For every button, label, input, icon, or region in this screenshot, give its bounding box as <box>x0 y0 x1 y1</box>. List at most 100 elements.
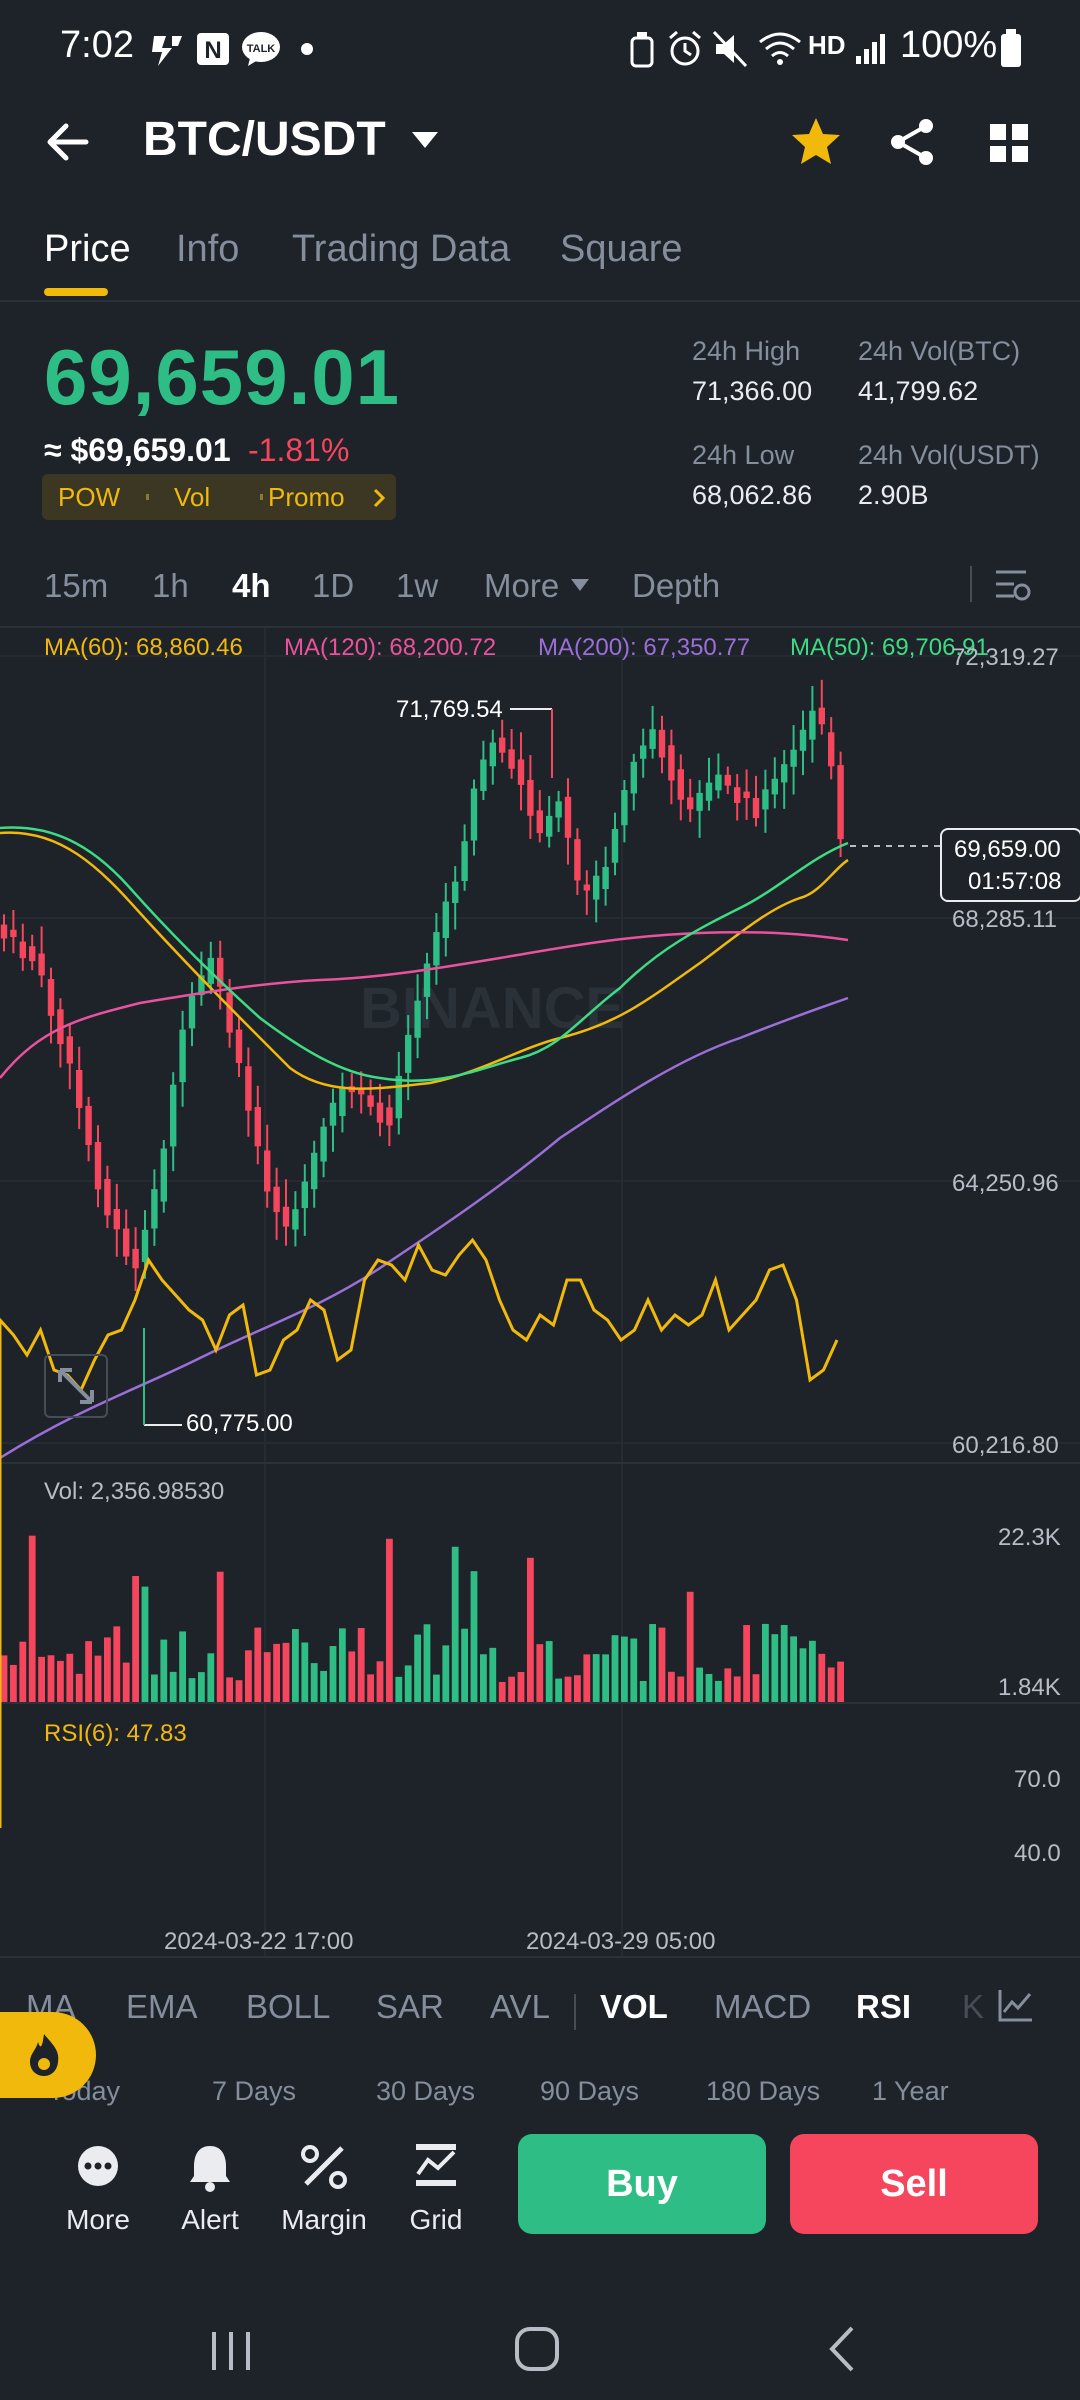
candle <box>781 764 788 783</box>
indicator-vol[interactable]: VOL <box>600 1988 668 2025</box>
candle <box>76 1069 83 1109</box>
volume-bar <box>320 1670 327 1702</box>
candle <box>743 791 750 799</box>
rsi-line <box>0 1237 839 1828</box>
volume-bar <box>179 1631 186 1702</box>
volume-bar <box>489 1647 497 1702</box>
candle <box>85 1105 92 1146</box>
rsi-line-path <box>0 1237 839 1828</box>
indicator-settings-icon[interactable] <box>996 1986 1036 2026</box>
volume-bar <box>75 1673 83 1702</box>
chart-grid <box>0 628 1080 1958</box>
ma-lines <box>0 826 849 1460</box>
candle <box>762 789 769 810</box>
interval-more[interactable]: More <box>484 567 560 604</box>
interval-15m[interactable]: 15m <box>44 567 109 604</box>
volume-bar <box>10 1664 17 1702</box>
interval-1w[interactable]: 1w <box>396 567 439 604</box>
price-chart[interactable]: BINANCE <box>0 628 1080 1958</box>
battery-percent: 100% <box>900 24 998 66</box>
interval-depth[interactable]: Depth <box>632 567 721 604</box>
divider <box>0 1956 1080 1958</box>
volume-axis-label: 22.3K <box>998 1524 1061 1551</box>
candle <box>226 992 233 1033</box>
fullscreen-button[interactable] <box>44 1354 108 1418</box>
indicator-ema[interactable]: EMA <box>126 1988 198 2025</box>
back-nav-icon[interactable] <box>818 2324 868 2374</box>
interval-1d[interactable]: 1D <box>312 567 355 604</box>
layout-grid-icon[interactable] <box>980 112 1040 172</box>
range-1-year[interactable]: 1 Year <box>872 2076 949 2106</box>
range-180-days[interactable]: 180 Days <box>706 2076 821 2106</box>
grid-action[interactable]: Grid <box>386 2140 486 2235</box>
tag-promo[interactable]: Promo <box>268 482 345 512</box>
home-icon[interactable] <box>512 2324 562 2374</box>
candle <box>113 1209 120 1230</box>
range-7-days[interactable]: 7 Days <box>212 2076 297 2106</box>
bottle-icon <box>630 32 654 68</box>
tab-square[interactable]: Square <box>560 228 683 270</box>
volume-axis-label: 1.84K <box>998 1674 1061 1701</box>
candle <box>273 1186 280 1213</box>
candle <box>564 796 572 838</box>
volume-bar <box>592 1654 600 1702</box>
candle <box>188 995 196 1029</box>
volume-bar <box>57 1660 64 1702</box>
candle <box>574 839 581 881</box>
sell-button[interactable]: Sell <box>790 2134 1038 2234</box>
indicator-avl[interactable]: AVL <box>490 1988 550 2025</box>
recents-icon[interactable] <box>206 2326 256 2376</box>
indicator-kdj[interactable]: K <box>962 1988 985 2025</box>
volume-bar <box>668 1671 675 1702</box>
volume-bar <box>799 1648 807 1702</box>
volume-bar <box>113 1626 121 1702</box>
tab-price[interactable]: Price <box>44 228 131 270</box>
volume-bar <box>301 1642 309 1702</box>
volume-bar <box>583 1654 591 1702</box>
dot-icon <box>301 43 313 55</box>
candle <box>734 787 741 803</box>
buy-button[interactable]: Buy <box>518 2134 766 2234</box>
candle <box>790 749 797 767</box>
margin-action[interactable]: Margin <box>274 2140 374 2235</box>
ma120-legend: MA(120): 68,200.72 <box>284 634 497 661</box>
more-dropdown-icon[interactable] <box>570 578 590 592</box>
tab-trading-data[interactable]: Trading Data <box>292 228 511 270</box>
interval-4h[interactable]: 4h <box>232 567 271 604</box>
indicator-boll[interactable]: BOLL <box>246 1988 331 2025</box>
chart-settings-icon[interactable] <box>992 566 1032 602</box>
back-arrow-icon[interactable] <box>44 112 104 172</box>
volume-bar <box>414 1634 421 1702</box>
volume-bar <box>273 1643 280 1702</box>
stat-low-value: 68,062.86 <box>692 480 813 510</box>
candle-countdown: 01:57:08 <box>968 868 1062 895</box>
share-icon[interactable] <box>882 112 942 172</box>
tag-pow[interactable]: POW <box>58 482 121 512</box>
candle <box>536 810 543 834</box>
indicator-sar[interactable]: SAR <box>376 1988 444 2025</box>
pair-dropdown-icon[interactable] <box>410 130 440 150</box>
range-90-days[interactable]: 90 Days <box>540 2076 640 2106</box>
volume-bar <box>743 1625 750 1702</box>
range-30-days[interactable]: 30 Days <box>376 2076 476 2106</box>
alert-label: Alert <box>181 2204 239 2235</box>
tag-separator <box>146 494 149 500</box>
indicator-rsi[interactable]: RSI <box>856 1988 912 2025</box>
candle <box>329 1102 337 1126</box>
more-action[interactable]: More <box>48 2140 148 2235</box>
pair-title[interactable]: BTC/USDT <box>143 113 386 166</box>
tag-bar[interactable]: POW Vol Promo <box>42 474 396 520</box>
favorite-star-icon[interactable] <box>786 112 846 172</box>
hot-button[interactable] <box>0 2012 96 2098</box>
battery-icon <box>1001 29 1021 67</box>
indicator-macd[interactable]: MACD <box>714 1988 812 2025</box>
candle <box>433 932 440 966</box>
alert-action[interactable]: Alert <box>160 2140 260 2235</box>
candle <box>752 798 760 819</box>
margin-label: Margin <box>281 2204 367 2235</box>
candle <box>10 929 17 938</box>
tab-info[interactable]: Info <box>176 228 240 270</box>
volume-bar <box>207 1653 215 1702</box>
interval-1h[interactable]: 1h <box>152 567 189 604</box>
tag-vol[interactable]: Vol <box>174 482 211 512</box>
